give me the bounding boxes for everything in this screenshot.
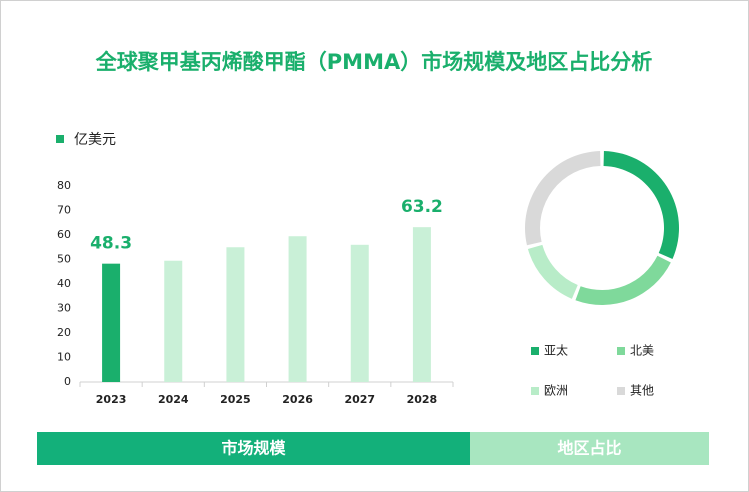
tab [470,432,709,465]
page-title: 全球聚甲基丙烯酸甲酯（PMMA）市场规模及地区占比分析 [95,50,652,74]
bar [226,247,245,382]
legend-label: 亿美元 [74,132,116,148]
y-tick-label: 30 [57,302,71,315]
donut-slice [575,255,671,305]
y-tick-label: 40 [57,277,71,290]
legend-swatch [617,387,625,395]
x-tick-label: 2027 [344,393,375,406]
y-tick-label: 10 [57,351,71,364]
tab-label: 地区占比 [557,439,621,458]
y-tick-label: 20 [57,326,71,339]
y-tick-label: 50 [57,253,71,266]
donut-slice [603,151,679,260]
bar [164,260,183,382]
x-tick-label: 2026 [282,393,313,406]
x-tick-label: 2028 [407,393,438,406]
legend-swatch [531,347,539,355]
tab [37,432,470,465]
bar [288,236,307,382]
x-tick-label: 2025 [220,393,251,406]
y-tick-label: 0 [64,375,71,388]
data-label: 48.3 [90,234,132,254]
legend-swatch [56,135,64,143]
y-tick-label: 80 [57,179,71,192]
donut-slice [527,244,578,299]
x-tick-label: 2023 [96,393,127,406]
legend-label: 欧洲 [544,384,568,398]
bar [350,244,369,382]
donut-slice [525,151,601,246]
tab-label: 市场规模 [221,439,286,458]
legend-swatch [531,387,539,395]
legend-label: 其他 [630,384,654,398]
bar [412,227,431,382]
bar [102,263,121,382]
legend-label: 亚太 [544,343,568,358]
legend-label: 北美 [630,344,654,358]
y-tick-label: 70 [57,204,71,217]
x-tick-label: 2024 [158,393,189,406]
legend-swatch [617,347,625,355]
data-label: 63.2 [401,197,443,217]
y-tick-label: 60 [57,228,71,241]
